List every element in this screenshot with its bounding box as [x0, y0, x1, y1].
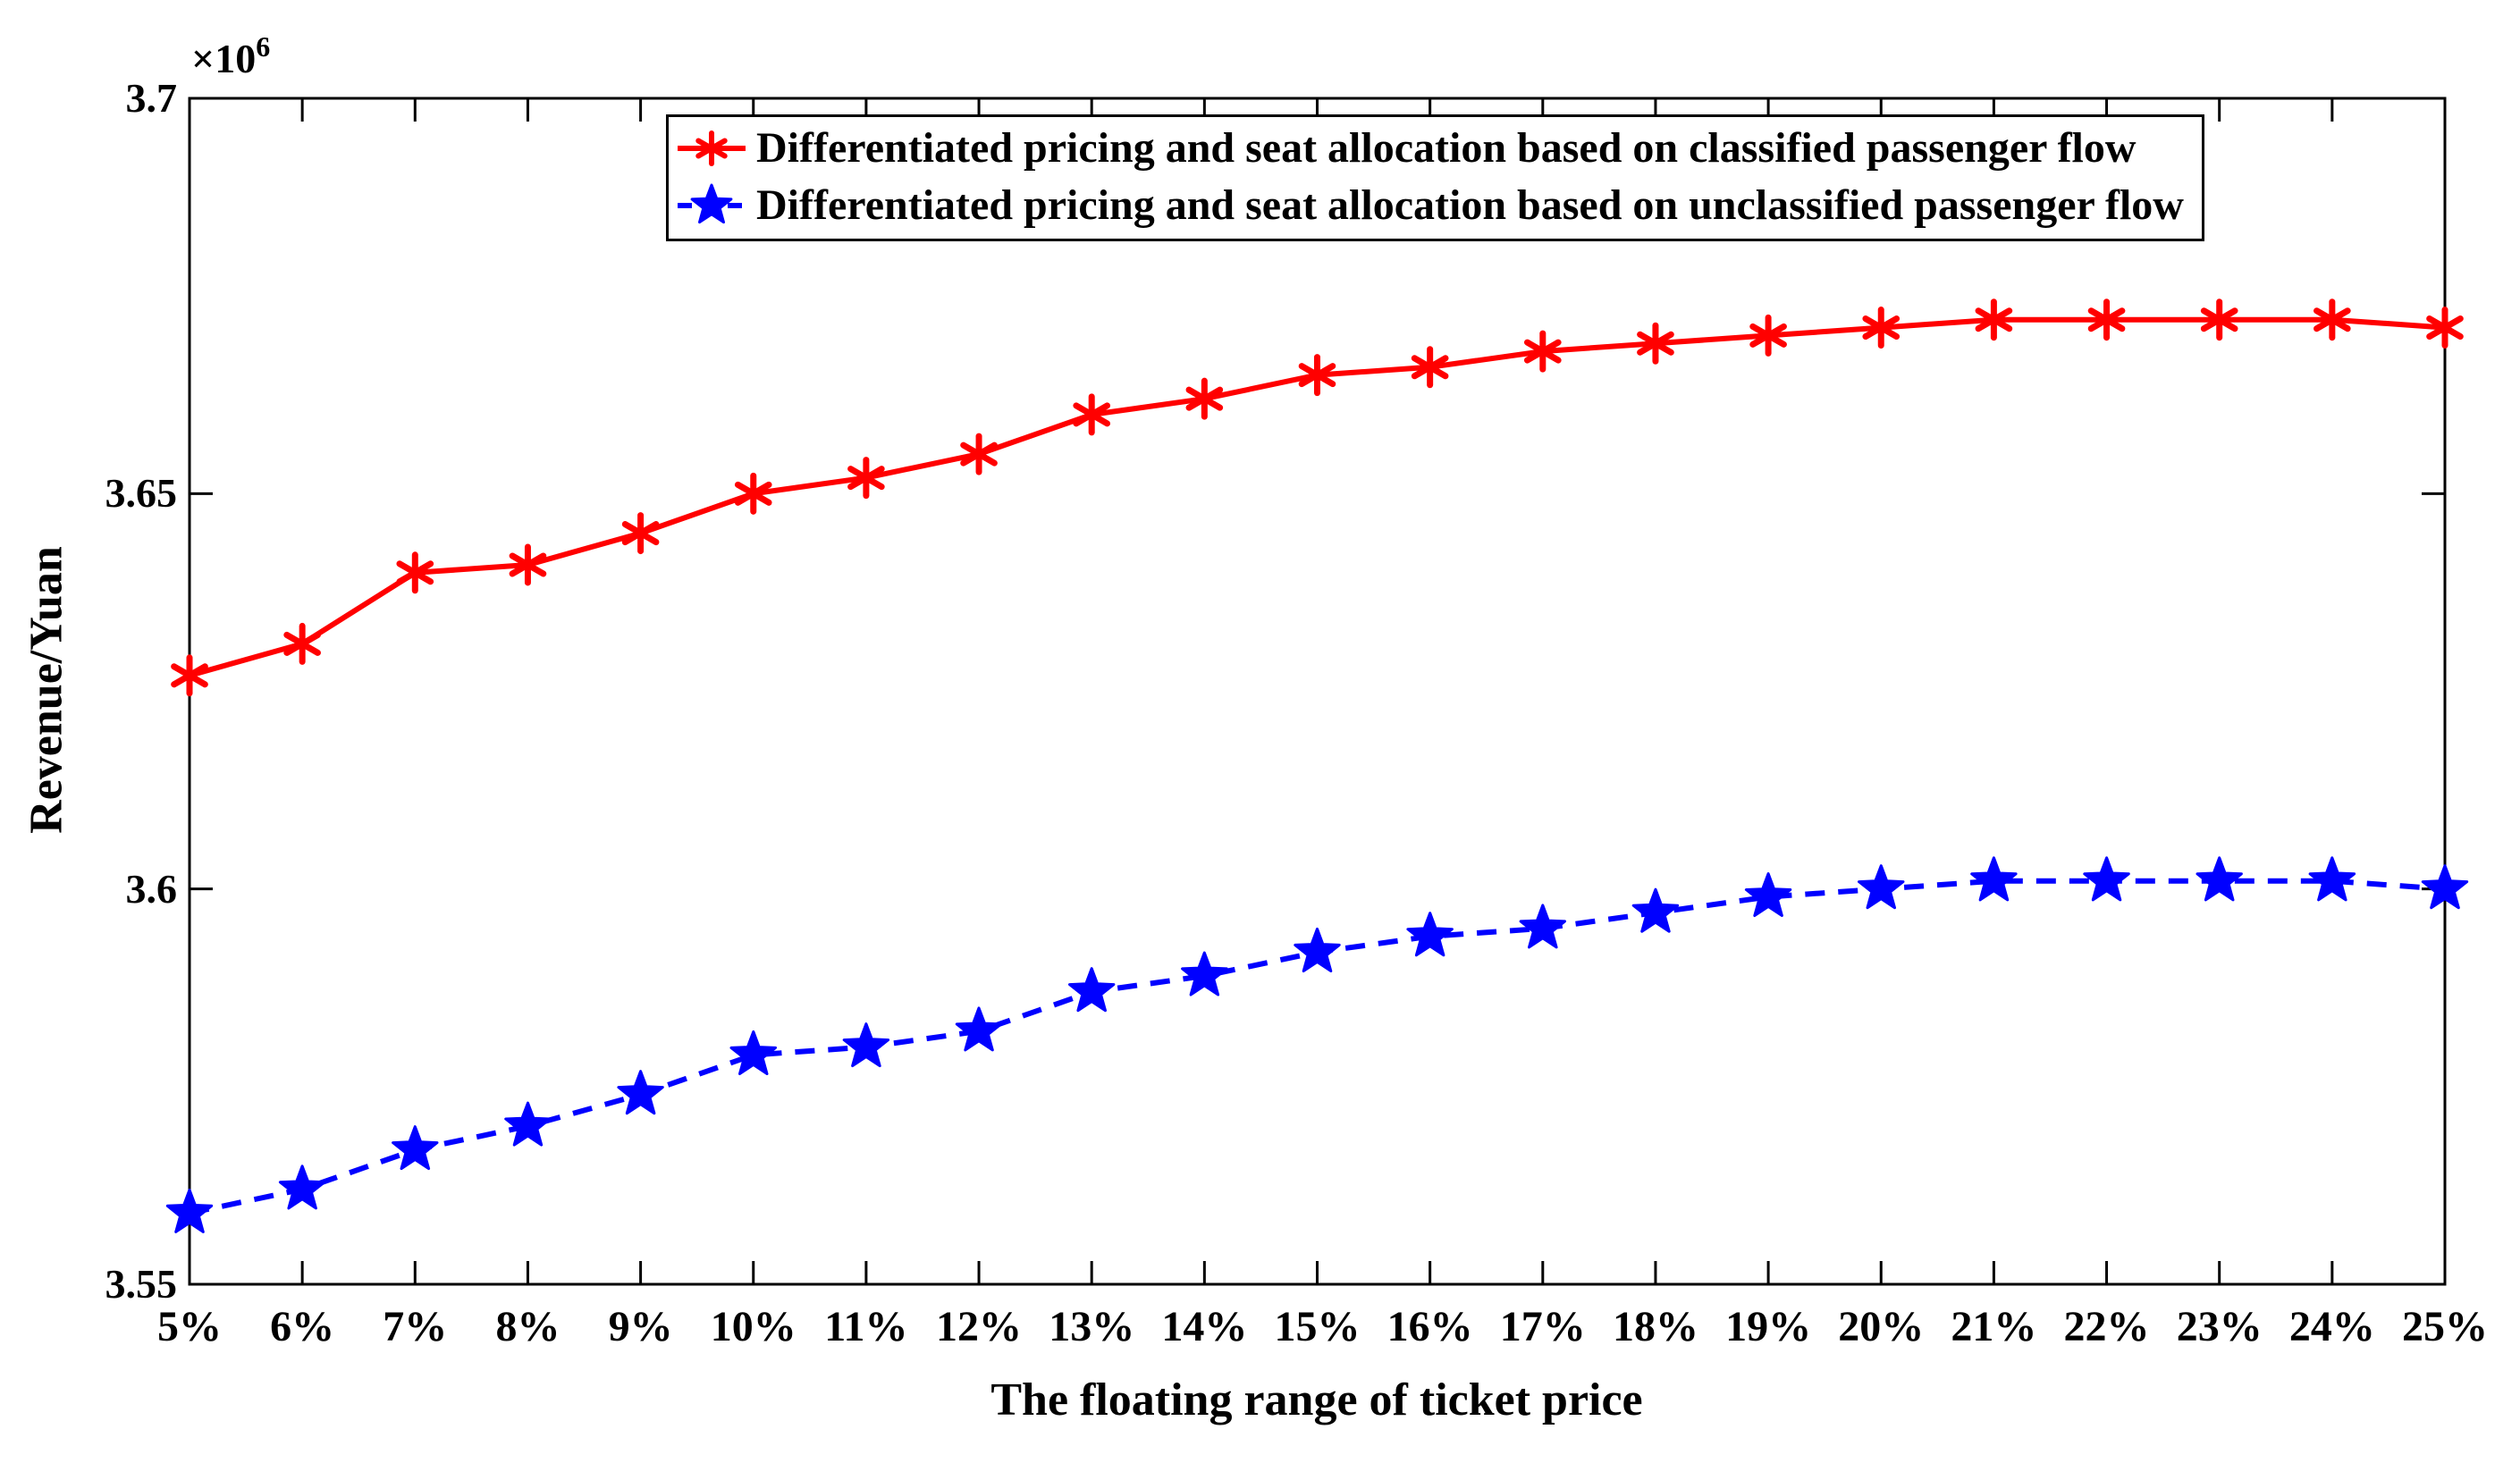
star-marker-icon	[1519, 904, 1566, 949]
x-tick-label-12%: 12%	[936, 1303, 1023, 1350]
star-marker-icon	[2308, 856, 2356, 902]
legend-item-classified: Differentiated pricing and seat allocati…	[676, 121, 2184, 176]
x-tick-label-5%: 5%	[157, 1303, 222, 1350]
asterisk-marker-icon	[2087, 298, 2126, 341]
star-marker-icon	[690, 183, 733, 224]
x-tick-label-21%: 21%	[1951, 1303, 2037, 1350]
x-tick-label-7%: 7%	[383, 1303, 448, 1350]
x-tick-label-18%: 18%	[1612, 1303, 1698, 1350]
star-marker-icon	[1181, 951, 1228, 996]
legend-label-classified: Differentiated pricing and seat allocati…	[756, 124, 2137, 172]
x-tick-label-19%: 19%	[1725, 1303, 1812, 1350]
y-tick-label-3.65: 3.65	[105, 470, 178, 517]
series-markers-unclassified	[165, 856, 2469, 1233]
offset-exponent: 6	[256, 30, 271, 63]
asterisk-marker-icon	[734, 472, 772, 515]
asterisk-marker-icon	[1975, 298, 2013, 341]
x-tick-label-11%: 11%	[824, 1303, 908, 1350]
star-marker-icon	[2083, 856, 2130, 902]
star-marker-icon	[617, 1070, 664, 1115]
asterisk-marker-icon	[1185, 377, 1224, 420]
asterisk-marker-icon	[1749, 314, 1787, 357]
x-axis-title: The floating range of ticket price	[990, 1375, 1643, 1425]
x-tick-label-16%: 16%	[1386, 1303, 1473, 1350]
star-marker-icon	[1970, 856, 2018, 902]
legend-line-sample-classified-asterisk-icon	[678, 130, 746, 166]
legend-line-sample-unclassified-star-icon	[678, 183, 746, 224]
legend-label-unclassified: Differentiated pricing and seat allocati…	[756, 181, 2184, 229]
y-axis-title: Revenue/Yuan	[21, 546, 72, 834]
x-tick-label-6%: 6%	[270, 1303, 335, 1350]
series-markers-classified	[171, 298, 2464, 697]
asterisk-marker-icon	[847, 457, 885, 500]
asterisk-marker-icon	[1523, 330, 1562, 373]
x-tick-label-15%: 15%	[1274, 1303, 1361, 1350]
legend-item-unclassified: Differentiated pricing and seat allocati…	[676, 178, 2184, 233]
asterisk-marker-icon	[1862, 307, 1901, 349]
asterisk-marker-icon	[1298, 354, 1336, 397]
x-tick-label-25%: 25%	[2402, 1303, 2488, 1350]
star-marker-icon	[1858, 864, 1905, 910]
y-axis-offset-label: ×106	[191, 30, 271, 81]
x-tick-label-13%: 13%	[1049, 1303, 1135, 1350]
x-tick-label-22%: 22%	[2063, 1303, 2150, 1350]
star-marker-icon	[2196, 856, 2243, 902]
x-tick-label-24%: 24%	[2288, 1303, 2375, 1350]
star-marker-icon	[392, 1125, 439, 1171]
asterisk-marker-icon	[2426, 307, 2464, 349]
asterisk-marker-icon	[621, 512, 660, 555]
star-marker-icon	[165, 1188, 214, 1233]
y-tick-label-3.55: 3.55	[105, 1261, 178, 1307]
asterisk-marker-icon	[1411, 346, 1449, 389]
asterisk-marker-icon	[283, 622, 321, 665]
star-marker-icon	[504, 1101, 552, 1147]
asterisk-marker-icon	[2314, 298, 2351, 341]
asterisk-marker-icon	[396, 551, 434, 594]
asterisk-marker-icon	[1073, 393, 1111, 436]
star-marker-icon	[842, 1022, 890, 1068]
x-tick-label-20%: 20%	[1838, 1303, 1925, 1350]
star-marker-icon	[1406, 912, 1454, 957]
x-tick-label-23%: 23%	[2176, 1303, 2263, 1350]
y-tick-label-3.6: 3.6	[125, 865, 178, 912]
x-tick-label-14%: 14%	[1161, 1303, 1248, 1350]
x-tick-label-17%: 17%	[1499, 1303, 1586, 1350]
star-marker-icon	[1744, 872, 1792, 917]
x-tick-label-10%: 10%	[710, 1303, 796, 1350]
asterisk-marker-icon	[695, 130, 728, 166]
asterisk-marker-icon	[509, 543, 547, 586]
asterisk-marker-icon	[171, 654, 208, 697]
star-marker-icon	[729, 1030, 777, 1075]
star-marker-icon	[1068, 967, 1116, 1013]
star-marker-icon	[1631, 887, 1680, 933]
star-marker-icon	[278, 1165, 326, 1210]
star-marker-icon	[2421, 864, 2469, 910]
x-tick-label-9%: 9%	[608, 1303, 673, 1350]
star-marker-icon	[955, 1006, 1003, 1052]
y-tick-label-3.7: 3.7	[125, 75, 178, 121]
x-tick-label-8%: 8%	[495, 1303, 560, 1350]
asterisk-marker-icon	[960, 433, 998, 475]
legend: Differentiated pricing and seat allocati…	[666, 114, 2204, 241]
asterisk-marker-icon	[2200, 298, 2238, 341]
asterisk-marker-icon	[1637, 322, 1674, 365]
star-marker-icon	[1294, 927, 1341, 972]
